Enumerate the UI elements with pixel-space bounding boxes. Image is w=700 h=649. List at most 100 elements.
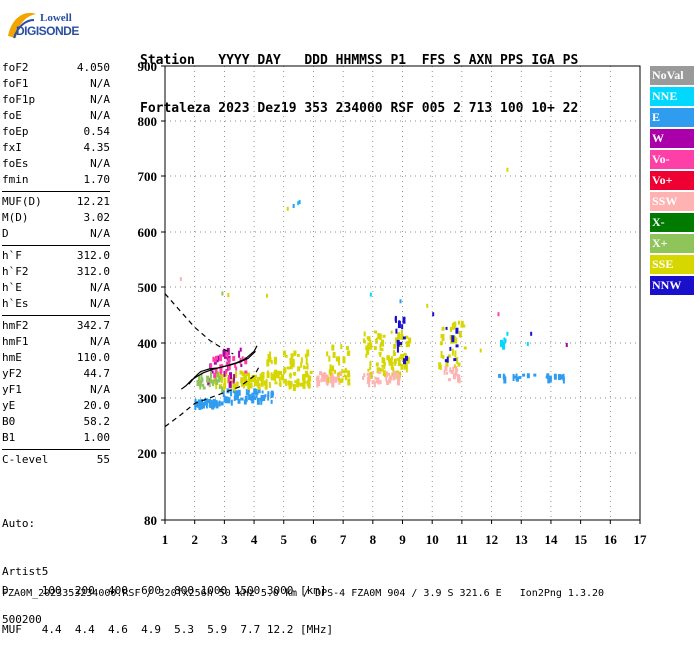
echo-point bbox=[306, 363, 309, 370]
x-tick-label: 9 bbox=[399, 532, 406, 547]
header-values: Fortaleza 2023 Dez19 353 234000 RSF 005 … bbox=[140, 101, 579, 116]
echo-point bbox=[393, 343, 397, 349]
echo-point bbox=[199, 379, 203, 384]
echo-point bbox=[336, 373, 339, 377]
lowell-digisonde-logo: Lowell DIGISONDE bbox=[4, 6, 79, 46]
param-label: hmF2 bbox=[2, 319, 29, 332]
echo-point bbox=[266, 372, 270, 379]
param-label: h`Es bbox=[2, 297, 29, 310]
param-label: D bbox=[2, 227, 9, 240]
echo-point bbox=[290, 353, 294, 359]
echo-point bbox=[227, 374, 230, 382]
legend-item: X- bbox=[650, 213, 694, 232]
echo-point bbox=[402, 336, 406, 340]
echo-point bbox=[379, 380, 382, 385]
echo-point bbox=[557, 374, 561, 381]
x-tick-label: 10 bbox=[426, 532, 439, 547]
echo-point bbox=[261, 390, 264, 394]
artist-version: Artist5 bbox=[2, 565, 49, 578]
echo-point bbox=[247, 389, 250, 393]
echo-point bbox=[290, 364, 293, 370]
param-label: MUF(D) bbox=[2, 195, 42, 208]
echo-point bbox=[220, 401, 224, 406]
param-separator bbox=[2, 191, 110, 192]
echo-point bbox=[398, 380, 401, 386]
echo-point bbox=[282, 378, 285, 384]
echo-point bbox=[255, 395, 258, 399]
echo-point bbox=[218, 400, 221, 407]
logo-emblem-icon bbox=[8, 12, 36, 39]
echo-point bbox=[262, 371, 265, 375]
echo-point bbox=[329, 365, 333, 372]
echo-point bbox=[223, 349, 226, 356]
echo-point bbox=[194, 398, 197, 406]
echo-point bbox=[438, 362, 442, 370]
echo-point bbox=[326, 351, 329, 357]
echo-point bbox=[274, 376, 277, 382]
echo-point bbox=[392, 352, 396, 357]
y-tick-label: 400 bbox=[138, 336, 158, 351]
echo-point bbox=[240, 364, 243, 368]
echo-point bbox=[334, 376, 338, 383]
echo-point bbox=[497, 312, 500, 317]
echo-point bbox=[218, 386, 221, 390]
param-row: C-level 55 bbox=[2, 452, 110, 468]
param-row: foF1 N/A bbox=[2, 76, 110, 92]
echo-point bbox=[253, 380, 256, 387]
echo-point bbox=[401, 324, 404, 330]
echo-point bbox=[439, 341, 443, 346]
echo-point bbox=[340, 344, 343, 350]
echo-point bbox=[234, 391, 237, 399]
echo-point bbox=[371, 371, 374, 375]
echo-point bbox=[503, 337, 506, 342]
legend-item: NNW bbox=[650, 276, 694, 295]
echo-point bbox=[225, 361, 228, 367]
echo-point bbox=[334, 369, 337, 374]
echo-point bbox=[512, 374, 515, 382]
echo-point bbox=[309, 370, 313, 374]
echo-point bbox=[248, 377, 251, 382]
echo-point bbox=[221, 291, 224, 296]
echo-point bbox=[426, 303, 429, 308]
echo-point bbox=[257, 388, 261, 394]
echo-point bbox=[271, 375, 275, 381]
param-label: h`E bbox=[2, 281, 22, 294]
echo-point bbox=[202, 402, 205, 407]
ionogram-chart: 1 2 3 4 5 6 7 8 9 10 11 12 13 14 15 16 17802003004005006… bbox=[138, 59, 648, 547]
echo-point bbox=[221, 386, 224, 394]
chart-axes: 1 2 3 4 5 6 7 8 9 10 11 12 13 14 15 16 17802003004005006… bbox=[138, 59, 648, 547]
echo-point bbox=[367, 343, 370, 351]
param-value: 110.0 bbox=[76, 351, 110, 364]
echo-point bbox=[253, 374, 257, 378]
echo-point bbox=[234, 362, 237, 368]
echo-point bbox=[209, 398, 212, 402]
echo-point bbox=[339, 371, 343, 377]
echo-point bbox=[376, 367, 380, 374]
echo-point bbox=[245, 389, 248, 396]
echo-point bbox=[227, 357, 231, 361]
echo-point bbox=[548, 375, 552, 383]
echo-point bbox=[395, 328, 398, 334]
echo-point bbox=[457, 320, 460, 325]
echo-point bbox=[369, 342, 373, 350]
echo-point bbox=[386, 381, 390, 386]
echo-point bbox=[256, 397, 260, 405]
echo-point bbox=[214, 367, 218, 374]
echo-point bbox=[237, 389, 241, 396]
echo-point bbox=[276, 372, 280, 376]
echo-point bbox=[404, 355, 408, 361]
echo-point bbox=[273, 357, 277, 364]
param-row: hmF1 N/A bbox=[2, 334, 110, 350]
echo-point bbox=[453, 364, 456, 369]
legend-item: W bbox=[650, 129, 694, 148]
param-value: 4.35 bbox=[83, 141, 111, 154]
upper-bound-curve bbox=[164, 293, 234, 355]
echo-point bbox=[304, 380, 307, 384]
profile-curves bbox=[164, 293, 261, 428]
echo-point bbox=[362, 338, 365, 342]
echo-point bbox=[345, 346, 349, 351]
echo-point bbox=[445, 326, 448, 330]
echo-point bbox=[408, 337, 412, 344]
echo-point bbox=[224, 396, 228, 404]
echo-point bbox=[255, 388, 258, 394]
